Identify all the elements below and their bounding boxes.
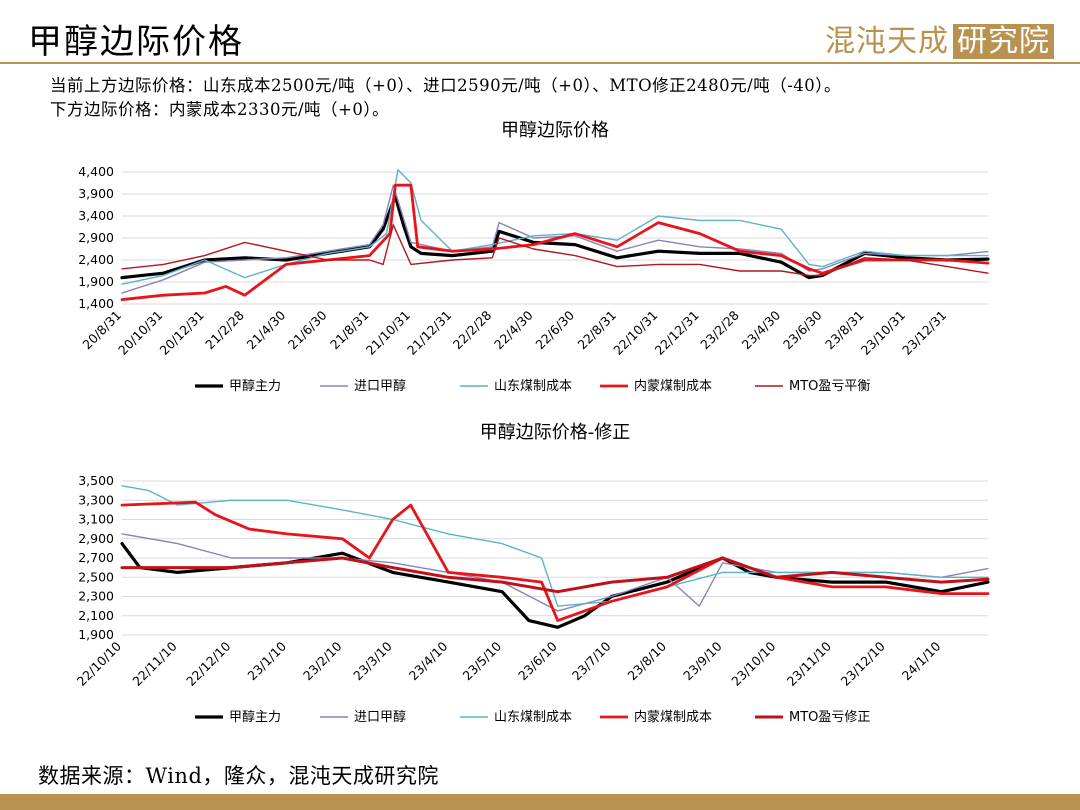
x-tick-label: 21/4/30 <box>244 307 289 352</box>
x-tick-label: 23/2/10 <box>300 638 345 683</box>
x-tick-label: 23/1/10 <box>244 638 289 683</box>
x-tick-label: 23/12/31 <box>899 308 949 358</box>
x-tick-label: 23/4/30 <box>739 307 784 352</box>
y-tick-label: 4,400 <box>78 164 114 179</box>
source-note: 数据来源：Wind，隆众，混沌天成研究院 <box>38 764 439 788</box>
chart-title: 甲醇边际价格 <box>501 120 609 141</box>
y-tick-label: 1,900 <box>78 274 114 289</box>
legend-label: 进口甲醇 <box>354 378 406 394</box>
series-line <box>121 184 989 294</box>
y-tick-label: 2,900 <box>78 531 114 546</box>
legend-label: MTO盈亏平衡 <box>789 379 870 394</box>
y-tick-label: 1,400 <box>78 296 114 311</box>
legend-label: 山东煤制成本 <box>494 710 572 725</box>
brand-logo-text: 混沌天成 <box>825 24 949 59</box>
y-tick-label: 2,300 <box>78 589 114 604</box>
x-tick-label: 21/12/31 <box>404 308 454 358</box>
legend-label: 甲醇主力 <box>229 709 281 725</box>
y-tick-label: 3,300 <box>78 492 114 507</box>
x-tick-label: 22/11/10 <box>129 638 179 688</box>
y-tick-label: 3,100 <box>78 512 114 527</box>
x-tick-label: 22/6/30 <box>532 307 577 352</box>
legend-label: 进口甲醇 <box>354 709 406 725</box>
y-tick-label: 3,500 <box>78 473 114 488</box>
x-tick-label: 22/2/28 <box>450 307 495 352</box>
x-tick-label: 23/2/28 <box>697 307 742 352</box>
legend-label: 内蒙煤制成本 <box>634 709 712 725</box>
page-title: 甲醇边际价格 <box>28 22 244 62</box>
x-tick-label: 21/6/30 <box>285 307 330 352</box>
brand-logo: 混沌天成 研究院 <box>825 16 1054 60</box>
y-tick-label: 3,900 <box>78 186 114 201</box>
x-tick-label: 22/4/30 <box>491 307 536 352</box>
x-tick-label: 23/11/10 <box>784 638 834 688</box>
brand-logo-boxed-text: 研究院 <box>953 24 1054 59</box>
x-tick-label: 23/3/10 <box>350 638 395 683</box>
y-tick-label: 3,400 <box>78 208 114 223</box>
x-tick-label: 23/8/10 <box>625 638 670 683</box>
y-tick-label: 2,100 <box>78 608 114 623</box>
x-tick-label: 23/5/10 <box>460 638 505 683</box>
series-line <box>121 169 989 285</box>
series-line <box>121 224 989 277</box>
x-tick-label: 22/10/10 <box>74 638 124 688</box>
x-tick-label: 23/10/10 <box>728 638 778 688</box>
series-line <box>120 556 990 594</box>
x-tick-label: 23/9/10 <box>680 638 725 683</box>
intro-line-1: 当前上方边际价格：山东成本2500元/吨（+0）、进口2590元/吨（+0）、M… <box>50 76 842 95</box>
y-tick-label: 2,500 <box>78 569 114 584</box>
x-tick-label: 21/10/31 <box>363 308 413 358</box>
x-tick-label: 23/4/10 <box>406 638 451 683</box>
x-tick-label: 23/10/31 <box>858 308 908 358</box>
intro-line-2: 下方边际价格：内蒙成本2330元/吨（+0）。 <box>50 100 390 119</box>
x-tick-label: 21/2/28 <box>202 307 247 352</box>
y-tick-label: 2,400 <box>78 252 114 267</box>
x-tick-label: 24/1/10 <box>899 638 944 683</box>
chart-marginal-price: 甲醇边际价格 1,400 1,900 2,400 2,900 3,400 3,900 4,40… <box>78 120 990 394</box>
y-tick-label: 2,900 <box>78 230 114 245</box>
series-line <box>120 194 990 280</box>
x-tick-label: 23/7/10 <box>569 638 614 683</box>
legend-label: 甲醇主力 <box>229 378 281 394</box>
header-divider <box>0 62 1080 64</box>
x-tick-label: 20/12/31 <box>157 308 207 358</box>
series-line <box>120 500 990 623</box>
x-tick-label: 20/10/31 <box>115 308 165 358</box>
y-tick-label: 2,700 <box>78 550 114 565</box>
x-tick-label: 22/12/31 <box>652 308 702 358</box>
series-line <box>120 183 990 302</box>
legend-label: MTO盈亏修正 <box>789 710 870 725</box>
chart-title: 甲醇边际价格-修正 <box>480 422 631 443</box>
legend-label: 内蒙煤制成本 <box>634 378 712 394</box>
legend-label: 山东煤制成本 <box>494 379 572 394</box>
x-tick-label: 23/12/10 <box>838 638 888 688</box>
x-tick-label: 22/12/10 <box>183 638 233 688</box>
y-tick-label: 1,900 <box>78 627 114 642</box>
x-tick-label: 23/6/30 <box>780 307 825 352</box>
footer-bar <box>0 794 1080 810</box>
x-tick-label: 23/6/10 <box>515 638 560 683</box>
x-tick-label: 22/10/31 <box>610 308 660 358</box>
chart-marginal-price-corrected: 甲醇边际价格-修正 1,900 2,100 2,300 2,500 2,700 2,900 3… <box>74 422 990 725</box>
